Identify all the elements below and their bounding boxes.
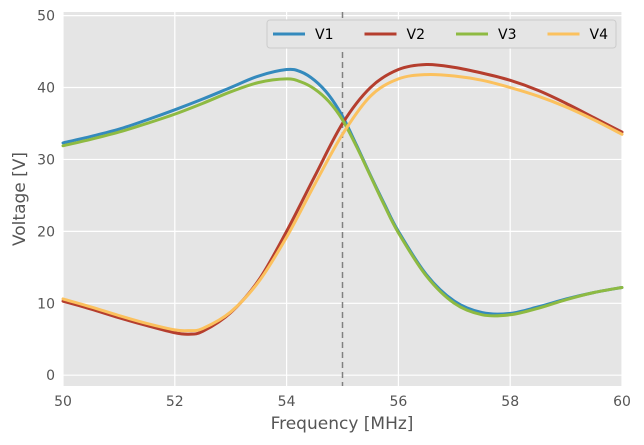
- x-tick-label: 60: [613, 394, 631, 410]
- x-tick-label: 58: [501, 394, 519, 410]
- plot-background: [63, 12, 622, 386]
- x-tick-label: 50: [54, 394, 72, 410]
- y-axis-label: Voltage [V]: [10, 152, 30, 246]
- grid: [62, 12, 623, 386]
- y-tick-label: 30: [37, 152, 55, 168]
- legend-label-v3: V3: [498, 27, 516, 43]
- x-axis-label: Frequency [MHz]: [271, 414, 414, 434]
- y-tick-label: 0: [46, 368, 55, 384]
- y-tick-label: 50: [37, 9, 55, 25]
- x-tick-label: 54: [278, 394, 296, 410]
- x-tick-labels: 50 52 54 56 58 60: [54, 394, 631, 410]
- legend-label-v2: V2: [407, 27, 425, 43]
- series-line-v3: [61, 77, 624, 318]
- series-line-v4: [61, 72, 624, 333]
- series-group: [61, 62, 624, 336]
- legend-label-v1: V1: [315, 27, 333, 43]
- series-line-v2: [61, 62, 624, 336]
- x-tick-label: 52: [166, 394, 184, 410]
- legend-box: [266, 19, 617, 49]
- x-tick-label: 56: [389, 394, 407, 410]
- y-tick-label: 40: [37, 81, 55, 97]
- legend: V1 V2 V3 V4: [266, 19, 617, 49]
- y-tick-label: 10: [37, 296, 55, 312]
- y-tick-labels: 0 10 20 30 40 50: [37, 9, 55, 385]
- legend-label-v4: V4: [590, 27, 609, 43]
- y-tick-label: 20: [37, 224, 55, 240]
